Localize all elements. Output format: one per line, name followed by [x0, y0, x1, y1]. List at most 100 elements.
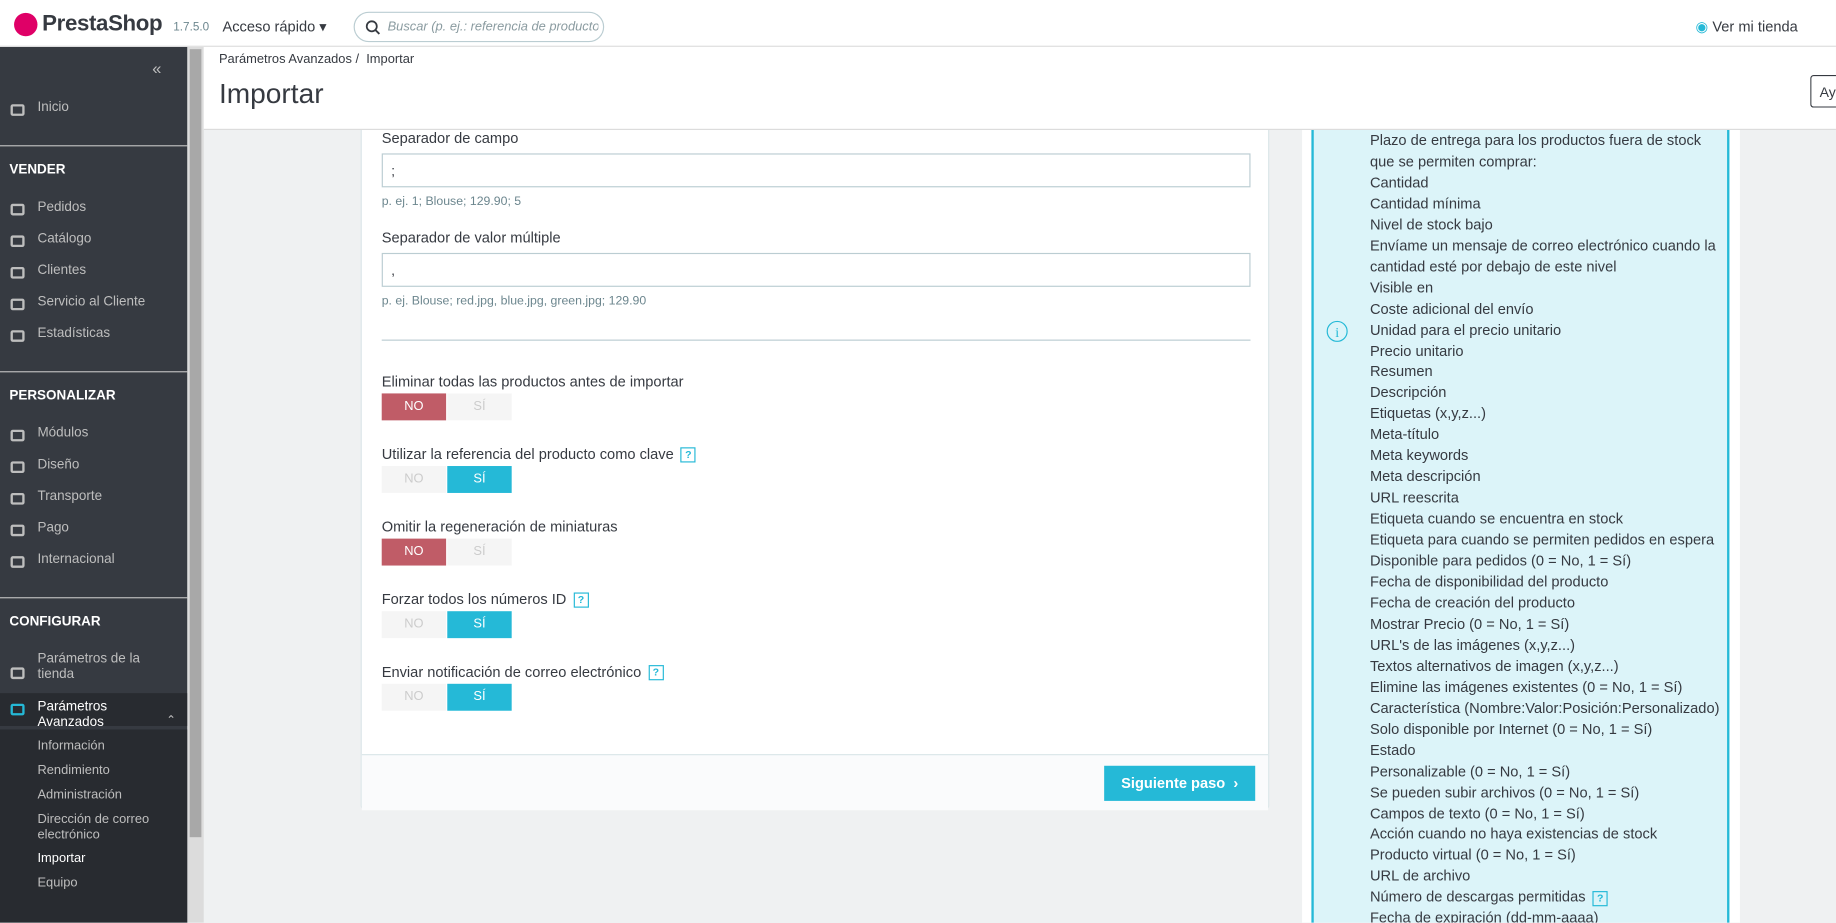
help-icon[interactable]: ?	[680, 447, 697, 463]
switch-no[interactable]: NO	[381, 393, 447, 421]
nav-item[interactable]: Pedidos	[37, 200, 87, 215]
switch-yes[interactable]: SÍ	[447, 538, 512, 566]
field-name: Estado	[1370, 741, 1721, 762]
field-text: Fecha de creación del producto	[1369, 594, 1576, 612]
nav-item[interactable]: Internacional	[37, 552, 115, 567]
breadcrumb-item[interactable]: Parámetros Avanzados	[218, 52, 352, 67]
field-name: Textos alternativos de imagen (x,y,z...)	[1370, 657, 1721, 678]
field-text: Meta descripción	[1369, 468, 1481, 486]
field-label: Forzar todos los números ID?	[382, 591, 589, 608]
field-name: Cantidad mínima	[1370, 194, 1721, 215]
field-label: Eliminar todas las productos antes de im…	[382, 374, 684, 390]
scroll-thumb[interactable]	[189, 49, 202, 838]
nav-item[interactable]: Módulos	[37, 426, 89, 441]
nav-item[interactable]: Inicio	[37, 100, 69, 115]
nav-icon	[10, 266, 25, 279]
sidebar: « Inicio VENDER Pedidos Catálogo Clientes Ser…	[0, 46, 188, 923]
submenu-item[interactable]: Equipo	[37, 875, 78, 890]
field-text: Campos de texto (0 = No, 1 = Sí)	[1369, 804, 1585, 822]
field-name: Resumen	[1370, 362, 1721, 383]
field-text: Fecha de expiración (dd-mm-aaaa)	[1369, 910, 1599, 923]
field-label: Enviar notificación de correo electrónic…	[382, 664, 664, 681]
nav-item[interactable]: Catálogo	[37, 231, 92, 246]
field-text: Etiquetas (x,y,z...)	[1369, 405, 1487, 422]
switch-no[interactable]: NO	[381, 538, 447, 566]
switch[interactable]: NO SÍ	[381, 393, 512, 421]
nav-item[interactable]: Parámetros de la tienda	[37, 652, 141, 682]
submenu-item[interactable]: Información	[37, 738, 105, 753]
switch-yes[interactable]: SÍ	[447, 466, 512, 493]
help-icon[interactable]: ?	[573, 592, 589, 608]
help-icon[interactable]: ?	[648, 665, 664, 681]
switch[interactable]: NO SÍ	[381, 466, 512, 493]
view-store[interactable]: ◉ Ver mi tienda	[1695, 18, 1798, 36]
field-label: Omitir la regeneración de miniaturas	[382, 519, 618, 535]
nav-item[interactable]: Diseño	[37, 457, 80, 472]
text-input[interactable]: ;	[381, 153, 1251, 188]
switch-yes[interactable]: SÍ	[447, 683, 512, 711]
nav-item[interactable]: Servicio al Cliente	[37, 295, 146, 310]
field-name: Fecha de expiración (dd-mm-aaaa)	[1370, 909, 1721, 923]
switch-no[interactable]: NO	[381, 611, 447, 639]
submenu-item[interactable]: Administración	[37, 788, 122, 803]
nav-item[interactable]: Pago	[37, 521, 69, 536]
field-text: Visible en	[1369, 279, 1434, 296]
logo[interactable]: PrestaShop	[42, 11, 163, 37]
field-name: Acción cuando no haya existencias de sto…	[1370, 825, 1721, 846]
nav-icon	[10, 104, 25, 116]
page-header: Parámetros Avanzados / Importar Importar…	[203, 46, 1836, 130]
switch-yes[interactable]: SÍ	[447, 393, 512, 421]
nav-item[interactable]: Parámetros Avanzados	[37, 700, 108, 730]
info-box: i Plazo de entrega para los productos fu…	[1311, 112, 1730, 923]
field-name: Fecha de disponibilidad del producto	[1370, 573, 1721, 594]
field-text: Descripción	[1369, 384, 1447, 401]
help-button[interactable]: Ay	[1810, 74, 1836, 108]
switch[interactable]: NO SÍ	[381, 538, 512, 566]
nav-icon	[10, 429, 25, 442]
field-name: Mostrar Precio (0 = No, 1 = Sí)	[1370, 615, 1721, 636]
page-title: Importar	[218, 78, 324, 111]
collapse-button[interactable]: «	[152, 58, 162, 78]
nav-icon	[10, 235, 25, 248]
card-footer: Siguiente paso ›	[361, 754, 1269, 811]
help-icon[interactable]: ?	[1592, 890, 1608, 906]
nav-section: PERSONALIZAR	[9, 388, 116, 403]
nav-item[interactable]: Clientes	[37, 263, 87, 278]
search-box[interactable]: Buscar (p. ej.: referencia de producto, …	[353, 11, 605, 43]
field-name: Disponible para pedidos (0 = No, 1 = Sí)	[1370, 552, 1721, 573]
nav-section: VENDER	[9, 162, 66, 177]
field-text: Plazo de entrega para los productos fuer…	[1369, 132, 1702, 170]
search-icon	[365, 20, 381, 35]
field-text: Se pueden subir archivos (0 = No, 1 = Sí…	[1369, 783, 1640, 801]
nav-icon	[10, 330, 25, 342]
switch[interactable]: NO SÍ	[381, 683, 512, 711]
field-text: Resumen	[1369, 363, 1433, 380]
field-name: Envíame un mensaje de correo electrónico…	[1370, 236, 1721, 278]
submit-button[interactable]: Siguiente paso ›	[1104, 765, 1256, 801]
submenu-item[interactable]: Importar	[37, 851, 86, 866]
field-text: Unidad para el precio unitario	[1369, 321, 1562, 338]
text-input[interactable]: ,	[381, 252, 1251, 287]
switch-no[interactable]: NO	[381, 683, 447, 711]
field-text: Número de descargas permitidas	[1369, 889, 1586, 906]
field-list: Plazo de entrega para los productos fuer…	[1369, 131, 1721, 923]
quick-access[interactable]: Acceso rápido ▾	[222, 18, 327, 36]
field-name: Campos de texto (0 = No, 1 = Sí)	[1370, 804, 1721, 825]
field-text: Mostrar Precio (0 = No, 1 = Sí)	[1369, 615, 1570, 633]
switch[interactable]: NO SÍ	[381, 611, 512, 639]
field-name: Fecha de creación del producto	[1370, 594, 1721, 615]
nav-item[interactable]: Estadísticas	[37, 326, 111, 341]
field-text: URL reescrita	[1369, 489, 1459, 507]
nav-divider	[0, 145, 188, 147]
field-text: Estado	[1369, 741, 1416, 759]
field-text: Envíame un mensaje de correo electrónico…	[1369, 237, 1716, 275]
submenu-item[interactable]: Rendimiento	[37, 763, 110, 778]
search-placeholder: Buscar (p. ej.: referencia de producto, …	[387, 19, 599, 34]
nav-item[interactable]: Transporte	[37, 489, 103, 504]
switch-yes[interactable]: SÍ	[447, 611, 512, 639]
nav-icon	[10, 461, 25, 474]
submenu-item[interactable]: Dirección de correo electrónico	[37, 812, 150, 842]
switch-no[interactable]: NO	[381, 466, 447, 493]
view-store-label: Ver mi tienda	[1712, 18, 1798, 36]
